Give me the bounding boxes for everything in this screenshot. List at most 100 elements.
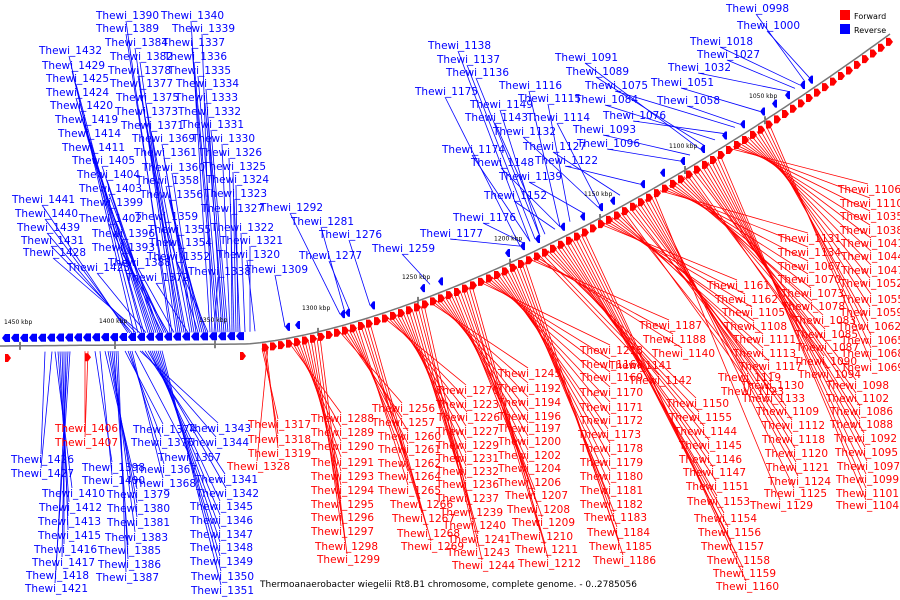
gene-label: Thewi_1179 [579, 457, 643, 469]
leader-line [653, 194, 781, 501]
label-layer: Thewi_0998 Thewi_1000 Thewi_1018Thewi_1027… [10, 3, 900, 597]
gene-label: Thewi_1078 [781, 301, 845, 313]
reverse-gene-feature [520, 242, 525, 251]
leader-line [692, 171, 857, 381]
forward-gene-feature [550, 244, 557, 253]
reverse-gene-feature [785, 91, 790, 100]
leader-line [117, 351, 127, 573]
leader-line [131, 350, 164, 479]
forward-gene-feature [494, 270, 501, 279]
leader-line [161, 143, 193, 333]
leader-line [719, 154, 867, 501]
gene-label: Thewi_1294 [310, 485, 374, 497]
forward-gene-feature [262, 343, 269, 352]
leader-line [644, 199, 797, 463]
gene-label: Thewi_1414 [57, 128, 121, 140]
leader-line [99, 351, 113, 476]
gene-label: Thewi_1133 [741, 393, 805, 405]
gene-label: Thewi_1068 [840, 348, 900, 360]
gene-label: Thewi_1122 [534, 155, 598, 167]
gene-label: Thewi_1162 [714, 294, 778, 306]
gene-label: Thewi_1159 [712, 568, 776, 580]
gene-label: Thewi_1268 [396, 528, 460, 540]
leader-line [354, 327, 409, 472]
gene-label: Thewi_1207 [504, 490, 568, 502]
forward-gene-feature [534, 252, 541, 261]
leader-line [129, 350, 165, 465]
leader-line [698, 167, 861, 407]
leader-line [52, 257, 141, 334]
leader-line [449, 238, 521, 247]
leader-line [595, 76, 706, 147]
gene-label: Thewi_1381 [106, 517, 170, 529]
legend-swatch [840, 24, 850, 34]
leader-line [485, 279, 611, 373]
leader-line [205, 88, 223, 333]
leader-line [408, 310, 467, 494]
forward-gene-feature [582, 228, 589, 237]
leader-line [726, 59, 796, 89]
reverse-gene-feature [101, 333, 109, 342]
gene-label: Thewi_1069 [840, 362, 900, 374]
gene-label: Thewi_1290 [310, 441, 374, 453]
gene-label: Thewi_1134 [777, 247, 841, 259]
leader-line [635, 204, 793, 421]
leader-line [345, 330, 409, 432]
leader-line [137, 267, 175, 333]
gene-label: Thewi_1124 [767, 476, 831, 488]
gene-label: Thewi_1343 [187, 423, 251, 435]
reverse-gene-feature [110, 333, 118, 342]
leader-line [499, 109, 541, 237]
leader-line [713, 158, 867, 475]
forward-gene-feature [454, 287, 461, 296]
reverse-gene-feature [580, 212, 585, 221]
leader-line [741, 140, 872, 239]
gene-label: Thewi_1202 [497, 450, 561, 462]
leader-line [190, 20, 211, 333]
gene-label: Thewi_1245 [497, 368, 561, 380]
gene-label: Thewi_1115 [517, 93, 581, 105]
leader-line [697, 72, 791, 93]
leader-line [320, 226, 346, 313]
leader-line [528, 90, 561, 227]
leader-line [444, 96, 521, 247]
gene-label: Thewi_1186 [592, 555, 656, 567]
leader-line [109, 351, 138, 518]
gene-label: Thewi_1257 [371, 417, 435, 429]
gene-label: Thewi_1385 [97, 545, 161, 557]
gene-label: Thewi_1398 [81, 462, 145, 474]
gene-label: Thewi_1355 [147, 224, 211, 236]
gene-label: Thewi_1291 [310, 457, 374, 469]
gene-label: Thewi_1359 [134, 211, 198, 223]
gene-label: Thewi_1177 [419, 228, 483, 240]
forward-gene-feature [790, 104, 797, 113]
gene-label: Thewi_1425 [45, 73, 109, 85]
leader-line [488, 277, 611, 388]
gene-label: Thewi_1383 [104, 532, 168, 544]
gene-label: Thewi_1380 [106, 503, 170, 515]
reverse-gene-feature [29, 333, 37, 342]
gene-label: Thewi_1243 [446, 547, 510, 559]
leader-line [127, 350, 162, 438]
reverse-gene-feature [340, 310, 345, 319]
leader-line [453, 292, 529, 478]
leader-line [207, 116, 227, 333]
forward-gene-feature [718, 151, 725, 160]
gene-label: Thewi_1175 [414, 86, 478, 98]
gene-label: Thewi_1423 [66, 262, 130, 274]
forward-gene-feature [470, 281, 477, 290]
reverse-gene-feature [47, 333, 55, 342]
leader-line [150, 130, 191, 333]
gene-label: Thewi_1410 [41, 488, 105, 500]
gene-label: Thewi_1138 [427, 40, 491, 52]
gene-label: Thewi_1416 [33, 544, 97, 556]
leader-line [556, 122, 601, 207]
leader-line [565, 241, 718, 497]
leader-line [357, 326, 409, 486]
gene-label: Thewi_1266 [389, 499, 453, 511]
reverse-gene-feature [146, 332, 154, 341]
tick-label: 1350 kbp [199, 317, 227, 324]
tick-label: 1150 kbp [584, 191, 612, 198]
leader-line [61, 351, 69, 531]
